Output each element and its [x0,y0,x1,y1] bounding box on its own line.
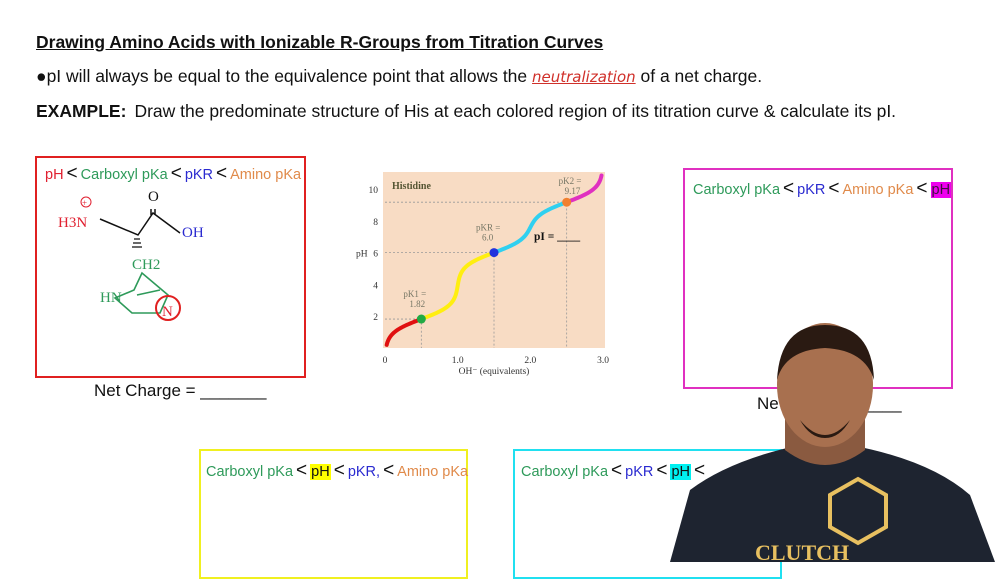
term-ph-highlighted: pH [310,464,331,480]
curve-segment [420,250,497,321]
term-pkr: pKR [625,464,654,480]
term-carboxyl: Carboxyl pKa [80,167,168,183]
curve-segment [384,317,423,347]
pk-label: pK1 = [403,289,426,299]
x-tick-label: 0 [383,356,388,366]
pk-point [416,314,426,324]
example-body: Draw the predominate structure of His at… [134,101,897,121]
term-carboxyl: Carboxyl pKa [206,464,294,480]
pk-value: 1.82 [409,299,425,309]
magenta-condition: Carboxyl pKa < pKR < Amino pKa < pH [693,178,952,199]
x-tick-label: 3.0 [597,356,609,366]
pk-point [562,197,572,207]
net-charge-red: Net Charge = _______ [94,381,267,400]
shirt-logo: CLUTCH [755,540,849,562]
bullet-suffix: of a net charge. [635,66,763,86]
bullet-prefix: ●pI will always be equal to the equivale… [36,66,533,86]
pk-label: pK2 = [559,176,582,186]
term-ph-highlighted: pH [670,464,692,480]
ring-n-label: N [162,304,173,320]
handwritten-word: neutralization [532,68,636,86]
curve-segment [492,200,568,255]
example-label: EXAMPLE: [36,101,127,121]
red-condition: pH < Carboxyl pKa < pKR < Amino pKa [45,163,302,184]
ring-nh-label: HN [100,290,122,306]
term-ph: pH [45,167,64,183]
pk-point [489,248,499,258]
bullet-text: ●pI will always be equal to the equivale… [36,66,762,87]
hydroxyl-label: OH [182,225,204,241]
cyan-condition: Carboxyl pKa < pKR < pH < [521,460,706,481]
term-pkr: pKR, [347,464,381,480]
y-axis-label: pH [356,250,368,260]
pk-value: 6.0 [482,233,494,243]
x-tick-label: 1.0 [452,356,464,366]
term-ph-highlighted: pH [930,182,952,198]
yellow-condition: Carboxyl pKa < pH < pKR, < Amino pKa [206,460,469,481]
curve-segment [565,173,604,204]
red-region-box [35,156,306,378]
pk-value: 9.17 [565,186,581,196]
term-amino: Amino pKa [397,464,469,480]
x-tick-label: 2.0 [524,356,536,366]
y-tick-label: 2 [373,313,378,323]
amine-label: H3N [58,215,87,231]
chart-title: Histidine [392,181,431,192]
carbonyl-o: O [148,189,159,205]
term-pkr: pKR [184,167,214,183]
term-lt: < [694,460,706,481]
net-partial: Ne [757,394,779,413]
y-tick-label: 6 [373,250,378,260]
pk-label: pKR = [476,223,500,233]
titration-curve-chart: Histidine 2 4 6 8 10 0 1.0 2.0 3.0 pH OH⁻ (equivale… [356,172,609,377]
charge-label: + [82,198,87,208]
ch2-label: CH2 [132,257,160,273]
x-axis-label: OH⁻ (equivalents) [459,366,530,377]
term-carboxyl: Carboxyl pKa [521,464,609,480]
term-amino: Amino pKa [230,167,302,183]
term-amino: Amino pKa [842,182,914,198]
y-tick-label: 4 [373,281,378,291]
presenter-video: CLUTCH [670,323,995,562]
pi-annotation: pI = ____ [534,231,580,243]
y-tick-label: 8 [373,218,378,228]
example-text: EXAMPLE: Draw the predominate structure o… [36,101,896,122]
term-carboxyl: Carboxyl pKa [693,182,781,198]
y-tick-label: 10 [369,186,379,196]
term-pkr: pKR [797,182,826,198]
histidine-structure-drawing: H3N + O OH CH2 HN N [58,189,204,321]
page-title: Drawing Amino Acids with Ionizable R-Gro… [36,32,604,52]
